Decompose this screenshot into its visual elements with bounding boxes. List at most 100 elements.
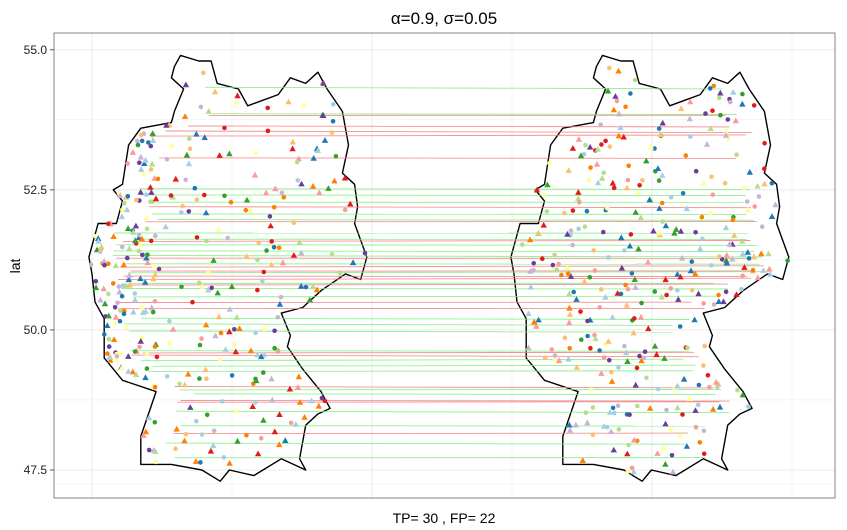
true-positive-line [179, 388, 722, 391]
station-triangle [298, 180, 305, 187]
station-triangle [149, 130, 156, 136]
station-triangle [325, 185, 332, 191]
station-triangle [623, 349, 630, 356]
station-triangle [112, 262, 119, 269]
station-point [585, 333, 590, 339]
station-triangle [120, 261, 127, 268]
station-point [639, 300, 644, 306]
station-triangle [162, 223, 169, 230]
station-point [590, 405, 596, 410]
station-point [716, 292, 721, 298]
station-triangle [215, 226, 222, 233]
station-triangle [567, 273, 575, 279]
station-triangle [651, 342, 659, 349]
station-triangle [316, 189, 323, 196]
station-point [271, 204, 277, 210]
station-point [588, 165, 593, 170]
station-point [562, 335, 568, 341]
false-positive-line [159, 157, 736, 159]
station-triangle [765, 250, 772, 257]
station-point [597, 305, 602, 310]
true-positive-line [128, 330, 673, 333]
station-point [702, 343, 707, 349]
station-triangle [700, 180, 708, 186]
station-point [644, 375, 649, 381]
station-triangle [118, 213, 126, 220]
station-triangle [669, 468, 677, 475]
station-point [601, 229, 606, 235]
station-point [243, 207, 249, 213]
station-point [642, 349, 648, 355]
station-point [148, 143, 154, 149]
station-triangle [609, 179, 616, 186]
station-point [93, 233, 98, 239]
station-triangle [276, 411, 283, 417]
station-point [584, 208, 590, 214]
station-triangle [185, 160, 193, 167]
station-triangle [309, 283, 317, 290]
true-positive-line [133, 295, 717, 298]
station-triangle [320, 80, 327, 86]
station-point [303, 284, 309, 290]
station-point [201, 70, 206, 76]
y-tick-label: 52.5 [24, 183, 48, 197]
station-triangle [624, 358, 631, 364]
station-point [106, 291, 111, 297]
false-positive-line [153, 134, 747, 137]
station-triangle [181, 437, 188, 444]
station-triangle [106, 354, 113, 360]
station-point [626, 442, 631, 448]
station-triangle [276, 441, 283, 448]
station-triangle [637, 214, 645, 221]
station-triangle [215, 313, 223, 320]
station-triangle [697, 245, 704, 252]
station-triangle [268, 375, 275, 382]
station-point [153, 233, 158, 239]
station-triangle [110, 233, 117, 239]
station-triangle [296, 239, 303, 245]
station-point [194, 418, 199, 424]
station-point [145, 252, 150, 257]
station-point [156, 266, 162, 272]
station-triangle [226, 150, 233, 157]
station-triangle [722, 224, 730, 231]
station-triangle [615, 110, 623, 117]
station-point [759, 224, 765, 229]
station-point [152, 344, 158, 349]
station-point [225, 235, 230, 241]
station-point [117, 319, 123, 324]
station-triangle [645, 325, 652, 332]
station-point [554, 267, 560, 273]
station-point [114, 354, 120, 359]
station-point [668, 194, 674, 200]
station-point [120, 283, 125, 288]
station-point [746, 256, 752, 261]
true-positive-line [139, 188, 750, 190]
station-triangle [525, 310, 532, 317]
station-triangle [140, 432, 147, 438]
station-point [601, 170, 606, 176]
station-triangle [540, 221, 547, 228]
station-triangle [620, 133, 627, 140]
true-positive-line [116, 244, 757, 246]
station-point [591, 248, 596, 253]
station-triangle [296, 399, 304, 405]
station-triangle [581, 278, 588, 284]
station-triangle [210, 257, 217, 263]
station-point [696, 382, 702, 388]
station-point [288, 420, 294, 426]
station-triangle [632, 381, 639, 388]
station-triangle [659, 119, 666, 126]
station-triangle [674, 404, 681, 411]
true-positive-line [140, 358, 684, 362]
station-triangle [594, 179, 602, 186]
station-point [709, 174, 714, 180]
station-triangle [686, 115, 693, 122]
station-point [232, 327, 237, 332]
station-point [628, 232, 634, 237]
station-point [228, 199, 234, 205]
station-triangle [150, 275, 157, 282]
station-triangle [729, 255, 736, 262]
station-point [258, 435, 264, 441]
station-triangle [243, 253, 250, 259]
